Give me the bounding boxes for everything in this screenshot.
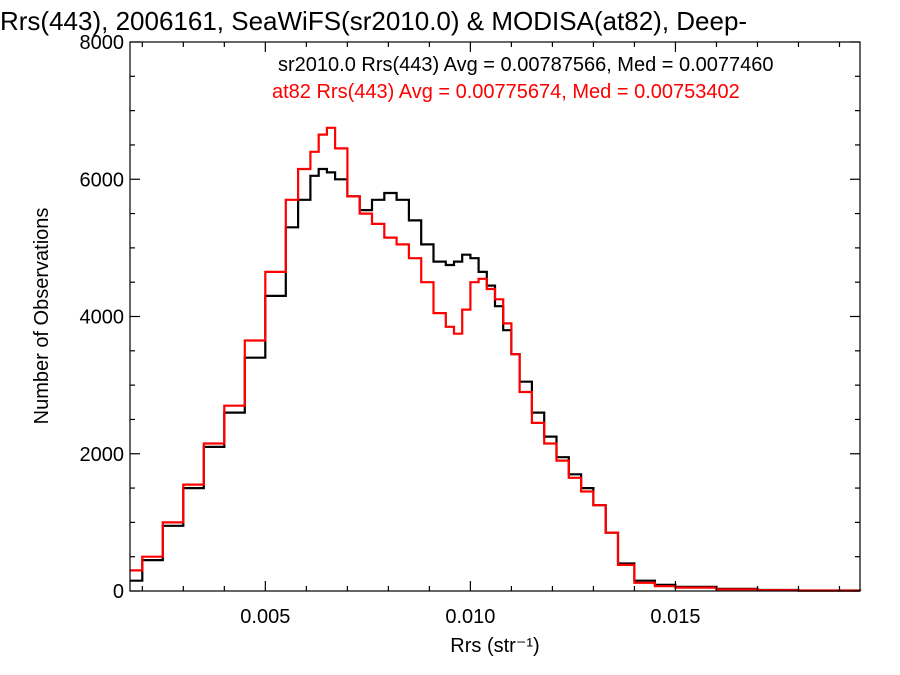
x-axis-label: Rrs (str⁻¹) bbox=[450, 635, 539, 657]
x-tick-label: 0.005 bbox=[240, 606, 290, 628]
chart-title: Rrs(443), 2006161, SeaWiFS(sr2010.0) & M… bbox=[0, 6, 747, 36]
y-tick-label: 8000 bbox=[80, 32, 125, 54]
x-axis-ticks: 0.005 0.010 0.015 bbox=[141, 42, 841, 628]
legend-text-at82: at82 Rrs(443) Avg = 0.00775674, Med = 0.… bbox=[272, 81, 740, 103]
y-axis-ticks: 0 2000 4000 6000 8000 bbox=[80, 32, 860, 603]
y-axis-label: Number of Observations bbox=[31, 208, 53, 425]
series-lines bbox=[130, 126, 862, 592]
y-tick-label: 0 bbox=[113, 581, 124, 603]
legend-text-sr2010: sr2010.0 Rrs(443) Avg = 0.00787566, Med … bbox=[278, 54, 774, 76]
y-tick-label: 4000 bbox=[80, 307, 125, 329]
y-tick-label: 2000 bbox=[80, 444, 125, 466]
series-line-at82 bbox=[130, 126, 862, 592]
x-tick-label: 0.015 bbox=[650, 606, 700, 628]
y-tick-label: 6000 bbox=[80, 169, 125, 191]
x-tick-label: 0.010 bbox=[445, 606, 495, 628]
